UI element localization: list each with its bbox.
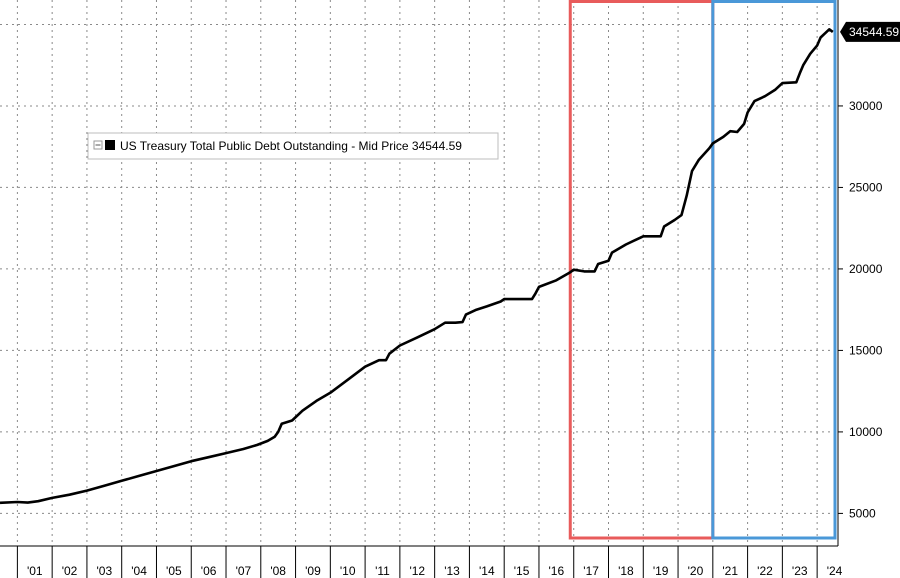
x-tick-label: '20: [688, 564, 704, 578]
y-tick-label: 10000: [849, 425, 883, 439]
x-tick-label: '22: [757, 564, 773, 578]
x-tick-label: '16: [549, 564, 565, 578]
x-tick-label: '06: [201, 564, 217, 578]
legend: US Treasury Total Public Debt Outstandin…: [87, 132, 499, 160]
x-tick-label: '08: [270, 564, 286, 578]
x-tick-label: '18: [618, 564, 634, 578]
highlight-box-blue: [711, 0, 837, 540]
legend-box: [87, 132, 499, 160]
x-tick-label: '17: [583, 564, 599, 578]
x-tick-label: '05: [166, 564, 182, 578]
x-tick-label: '23: [792, 564, 808, 578]
x-tick-label: '14: [479, 564, 495, 578]
x-tick-label: '02: [62, 564, 78, 578]
x-tick-label: '13: [444, 564, 460, 578]
x-tick-label: '10: [340, 564, 356, 578]
last-value-badge: 34544.59: [840, 21, 900, 42]
x-tick-label: '19: [653, 564, 669, 578]
debt-series-line: [0, 28, 834, 505]
x-tick-label: '24: [827, 564, 843, 578]
x-tick-label: '07: [236, 564, 252, 578]
y-tick-label: 15000: [849, 343, 883, 357]
x-tick-label: '09: [305, 564, 321, 578]
x-tick-label: '15: [514, 564, 530, 578]
legend-entry: US Treasury Total Public Debt Outstandin…: [120, 139, 462, 153]
y-tick-label: 25000: [849, 180, 883, 194]
x-tick-label: '12: [409, 564, 425, 578]
x-tick-label: '04: [131, 564, 147, 578]
grid: [0, 0, 838, 546]
y-tick-label: 30000: [849, 99, 883, 113]
x-tick-label: '21: [722, 564, 738, 578]
highlight-boxes: [568, 0, 837, 540]
y-tick-label: 20000: [849, 262, 883, 276]
legend-swatch: [105, 140, 115, 150]
highlight-box-red: [568, 0, 715, 540]
last-value-label: 34544.59: [849, 25, 899, 39]
x-tick-label: '11: [375, 564, 390, 578]
y-tick-label: 5000: [849, 506, 876, 520]
x-tick-label: '01: [27, 564, 43, 578]
x-tick-label: '03: [96, 564, 112, 578]
last-value-badge-shape: [840, 21, 900, 42]
